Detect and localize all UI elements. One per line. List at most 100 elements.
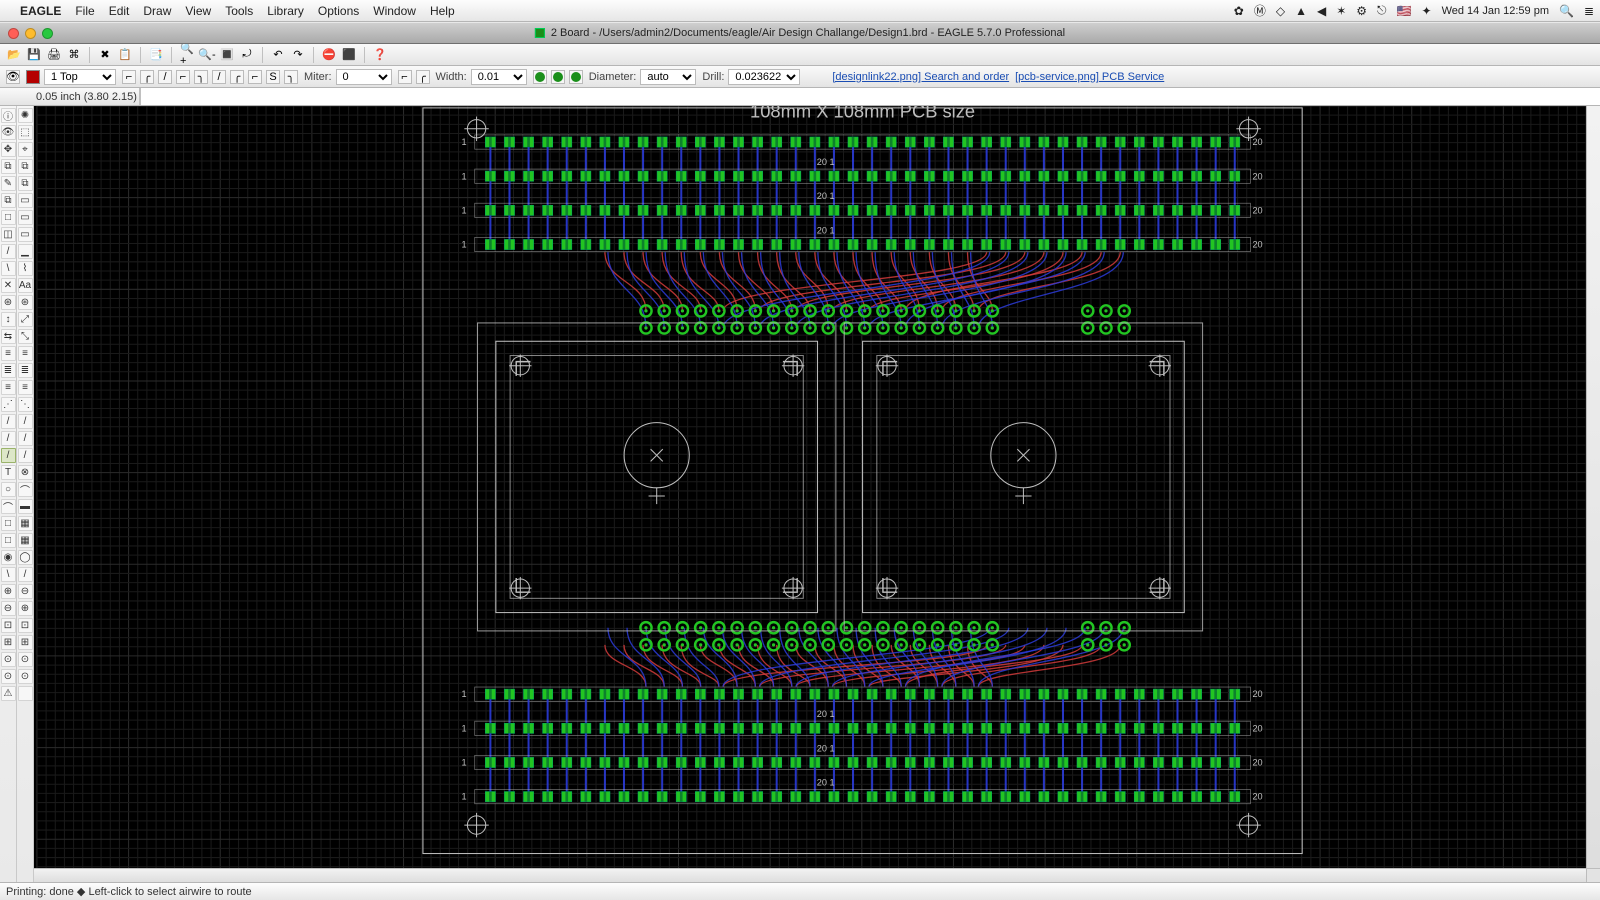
wire-style-button[interactable]: ╭ <box>140 70 154 84</box>
close-button[interactable] <box>8 28 19 39</box>
tool-button[interactable]: ⊙ <box>1 652 16 667</box>
command-input[interactable] <box>140 88 1600 105</box>
tool-button[interactable]: □ <box>1 533 16 548</box>
wire-style-button[interactable]: ╮ <box>284 70 298 84</box>
app-name[interactable]: EAGLE <box>20 4 61 18</box>
menu-window[interactable]: Window <box>373 4 416 18</box>
tool-button[interactable]: ⊙ <box>1 669 16 684</box>
menu-options[interactable]: Options <box>318 4 359 18</box>
tool-button[interactable]: ✎ <box>1 176 16 191</box>
tool-button[interactable]: / <box>1 244 16 259</box>
tool-button[interactable]: ▁ <box>18 244 33 259</box>
tool-button[interactable]: ⊕ <box>18 601 33 616</box>
tool-button[interactable]: ⌇ <box>18 261 33 276</box>
tool-button[interactable]: ⌒ <box>1 499 16 514</box>
menu-tools[interactable]: Tools <box>225 4 253 18</box>
tool-button[interactable]: ⤢ <box>18 312 33 327</box>
toolbar-button[interactable]: 💾 <box>26 47 42 63</box>
tool-button[interactable]: ≡ <box>1 346 16 361</box>
tool-button[interactable]: ▦ <box>18 533 33 548</box>
tool-button[interactable]: ⊡ <box>18 618 33 633</box>
wire-style-button[interactable]: S <box>266 70 280 84</box>
tool-button[interactable]: ○ <box>1 482 16 497</box>
status-icon[interactable]: Ⓜ <box>1254 2 1266 19</box>
board-canvas[interactable]: 108mm X 108mm PCB size12012020 112020 11… <box>34 106 1600 882</box>
tool-button[interactable]: ◯ <box>18 550 33 565</box>
tool-button[interactable]: ✥ <box>1 142 16 157</box>
tool-button[interactable]: / <box>18 448 33 463</box>
tool-button[interactable]: Aa <box>18 278 33 293</box>
tool-button[interactable]: ◫ <box>1 227 16 242</box>
pcb-service-link[interactable]: [pcb-service.png] PCB Service <box>1015 71 1164 83</box>
tool-button[interactable]: ⚠ <box>1 686 16 701</box>
tool-button[interactable]: / <box>18 414 33 429</box>
toolbar-button[interactable]: 🔍+ <box>179 47 195 63</box>
tool-button[interactable]: ⧉ <box>18 159 33 174</box>
width-select[interactable]: 0.01 <box>471 69 527 85</box>
tool-button[interactable]: T <box>1 465 16 480</box>
tool-button[interactable]: / <box>1 431 16 446</box>
via-shape-button[interactable] <box>551 70 565 84</box>
tool-button[interactable]: ◉ <box>1 550 16 565</box>
tool-button[interactable]: ⧉ <box>18 176 33 191</box>
wire-style-button[interactable]: ⌐ <box>176 70 190 84</box>
toolbar-button[interactable]: ⤾ <box>239 47 255 63</box>
layer-display-icon[interactable]: 👁 <box>6 70 20 84</box>
status-icon[interactable]: ◀ <box>1317 4 1326 18</box>
tool-button[interactable]: ⧉ <box>1 193 16 208</box>
tool-button[interactable]: ⊖ <box>1 601 16 616</box>
layer-color-swatch[interactable] <box>26 70 40 84</box>
tool-button[interactable]: ⇆ <box>1 329 16 344</box>
tool-button[interactable]: ≣ <box>18 363 33 378</box>
wire-style-button[interactable]: ╮ <box>194 70 208 84</box>
toolbar-button[interactable]: 🔳 <box>219 47 235 63</box>
toolbar-button[interactable]: ↶ <box>270 47 286 63</box>
tool-button[interactable]: ✕ <box>1 278 16 293</box>
wire-style-button[interactable]: ⌐ <box>122 70 136 84</box>
bend-style-button[interactable]: ⌐ <box>398 70 412 84</box>
tool-button[interactable]: ⊛ <box>1 295 16 310</box>
tool-button[interactable]: \ <box>1 567 16 582</box>
tool-button[interactable]: ⊙ <box>18 652 33 667</box>
tool-button[interactable]: ▭ <box>18 193 33 208</box>
minimize-button[interactable] <box>25 28 36 39</box>
toolbar-button[interactable]: 📋 <box>117 47 133 63</box>
toolbar-button[interactable]: ✖ <box>97 47 113 63</box>
via-shape-button[interactable] <box>533 70 547 84</box>
tool-button[interactable]: ▬ <box>18 499 33 514</box>
tool-button[interactable]: ⊙ <box>18 669 33 684</box>
tool-button[interactable]: ⓘ <box>1 108 16 123</box>
menu-file[interactable]: File <box>75 4 94 18</box>
status-icon[interactable]: ✦ <box>1422 4 1432 18</box>
tool-button[interactable] <box>18 686 33 701</box>
notification-center-icon[interactable]: ≣ <box>1584 4 1594 18</box>
tool-button[interactable]: □ <box>1 210 16 225</box>
tool-button[interactable]: / <box>1 414 16 429</box>
tool-button[interactable]: ↕ <box>1 312 16 327</box>
tool-button[interactable]: 👁 <box>1 125 16 140</box>
tool-button[interactable]: ⊡ <box>1 618 16 633</box>
menu-draw[interactable]: Draw <box>143 4 171 18</box>
tool-button[interactable]: ⌖ <box>18 142 33 157</box>
toolbar-button[interactable]: 🔍- <box>199 47 215 63</box>
toolbar-button[interactable]: 📂 <box>6 47 22 63</box>
menu-edit[interactable]: Edit <box>109 4 130 18</box>
tool-button[interactable]: ≡ <box>1 380 16 395</box>
tool-button[interactable]: ⊞ <box>1 635 16 650</box>
tool-button[interactable]: / <box>18 567 33 582</box>
status-icon[interactable]: ◇ <box>1276 4 1285 18</box>
tool-button[interactable]: ⬚ <box>18 125 33 140</box>
tool-button[interactable]: ≣ <box>1 363 16 378</box>
tool-button[interactable]: ▭ <box>18 210 33 225</box>
toolbar-button[interactable]: ⬛ <box>341 47 357 63</box>
tool-button[interactable]: ⊗ <box>18 465 33 480</box>
diameter-select[interactable]: auto <box>640 69 696 85</box>
toolbar-button[interactable]: 🖨 <box>46 47 62 63</box>
menu-view[interactable]: View <box>185 4 211 18</box>
scrollbar-vertical[interactable] <box>1586 106 1600 868</box>
tool-button[interactable]: ⧉ <box>1 159 16 174</box>
tool-button[interactable]: □ <box>1 516 16 531</box>
tool-button[interactable]: / <box>18 431 33 446</box>
spotlight-icon[interactable]: 🔍 <box>1559 4 1574 18</box>
tool-button[interactable]: ✺ <box>18 108 33 123</box>
